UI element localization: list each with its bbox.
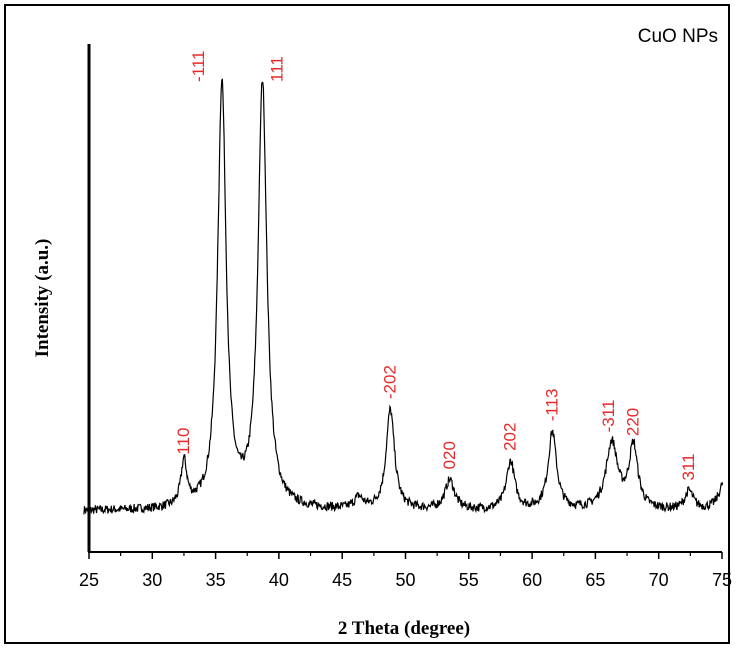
x-tick-label: 65 bbox=[585, 570, 605, 590]
x-tick-label: 30 bbox=[142, 570, 162, 590]
x-tick-label: 40 bbox=[269, 570, 289, 590]
peak-label: -202 bbox=[380, 365, 399, 399]
peak-label: 111 bbox=[267, 56, 286, 82]
peak-label: -111 bbox=[189, 50, 208, 82]
peak-labels: 110 -111 111 -202 020 202 -113 -311 220 311 bbox=[174, 50, 698, 480]
peak-label: 220 bbox=[623, 408, 642, 436]
series-line-cuo-nps bbox=[83, 78, 724, 515]
y-axis-title: Intensity (a.u.) bbox=[32, 239, 53, 358]
x-tick-label: 25 bbox=[79, 570, 99, 590]
peak-label: 202 bbox=[501, 423, 520, 451]
peak-label: 110 bbox=[174, 427, 193, 454]
x-tick-label: 60 bbox=[522, 570, 542, 590]
x-tick-label: 35 bbox=[206, 570, 226, 590]
x-tick-label: 45 bbox=[332, 570, 352, 590]
x-tick-label: 55 bbox=[459, 570, 479, 590]
axes: 25 30 35 40 45 50 55 60 65 70 75 bbox=[79, 44, 732, 590]
legend-label: CuO NPs bbox=[638, 26, 718, 47]
peak-label: 020 bbox=[440, 441, 459, 469]
x-axis-title: 2 Theta (degree) bbox=[338, 618, 470, 639]
peak-label: -113 bbox=[542, 389, 561, 422]
x-ticks: 25 30 35 40 45 50 55 60 65 70 75 bbox=[79, 552, 732, 590]
x-tick-label: 75 bbox=[712, 570, 732, 590]
x-tick-label: 70 bbox=[649, 570, 669, 590]
x-tick-label: 50 bbox=[395, 570, 415, 590]
peak-label: -311 bbox=[599, 400, 618, 433]
peak-label: 311 bbox=[679, 453, 698, 480]
figure-frame bbox=[4, 4, 730, 644]
